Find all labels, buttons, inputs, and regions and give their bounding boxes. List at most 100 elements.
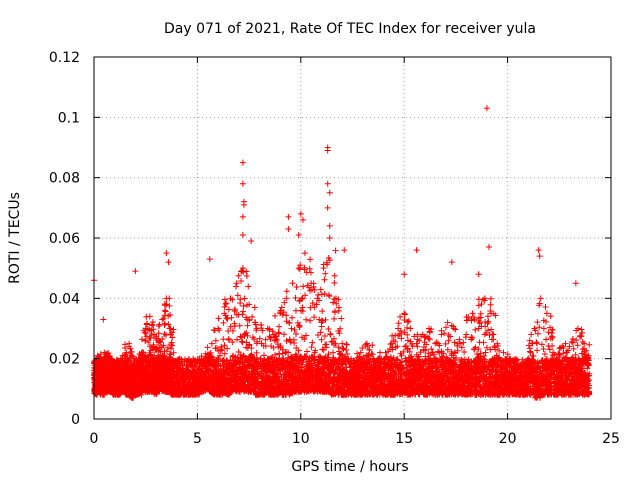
data-point bbox=[237, 299, 244, 306]
data-point bbox=[168, 345, 175, 352]
data-point bbox=[109, 385, 116, 392]
data-point bbox=[325, 291, 332, 298]
data-point bbox=[319, 308, 326, 315]
data-point bbox=[160, 356, 167, 363]
data-point bbox=[343, 341, 350, 348]
data-point bbox=[293, 331, 300, 338]
data-point bbox=[243, 273, 250, 280]
data-point bbox=[165, 344, 171, 351]
data-point bbox=[126, 392, 133, 399]
data-point bbox=[115, 391, 122, 398]
data-point bbox=[167, 331, 174, 338]
data-point bbox=[191, 364, 198, 371]
data-point bbox=[214, 356, 221, 363]
data-point bbox=[318, 336, 325, 343]
data-point bbox=[280, 331, 287, 338]
data-point bbox=[322, 270, 329, 277]
data-point bbox=[206, 356, 213, 363]
data-point bbox=[160, 315, 167, 322]
data-point bbox=[98, 382, 105, 389]
data-point bbox=[97, 379, 104, 386]
data-point bbox=[167, 373, 174, 380]
data-point bbox=[204, 385, 211, 392]
data-point bbox=[232, 283, 239, 290]
data-point bbox=[276, 323, 283, 330]
data-point bbox=[330, 315, 337, 322]
data-point bbox=[156, 321, 163, 328]
data-point bbox=[327, 331, 334, 338]
data-point bbox=[291, 326, 298, 333]
data-point bbox=[117, 387, 124, 394]
data-point bbox=[190, 374, 197, 381]
data-point bbox=[105, 355, 112, 362]
data-point bbox=[389, 332, 396, 339]
data-point bbox=[317, 286, 324, 293]
data-point bbox=[221, 296, 228, 303]
data-point bbox=[321, 276, 328, 283]
data-point bbox=[307, 256, 314, 263]
data-point bbox=[332, 247, 339, 254]
data-point bbox=[203, 379, 210, 386]
data-point bbox=[172, 390, 179, 397]
grid bbox=[94, 57, 611, 419]
data-point bbox=[215, 315, 222, 322]
data-point bbox=[199, 385, 206, 392]
data-point bbox=[122, 373, 129, 380]
data-point bbox=[150, 341, 157, 348]
data-point bbox=[139, 336, 146, 343]
data-point bbox=[159, 335, 166, 342]
data-point bbox=[161, 320, 168, 327]
data-point bbox=[308, 344, 315, 351]
data-point bbox=[293, 284, 300, 291]
data-point bbox=[210, 372, 217, 379]
data-point bbox=[155, 330, 162, 337]
data-point bbox=[289, 314, 296, 321]
data-point bbox=[309, 339, 316, 346]
data-point bbox=[319, 317, 326, 324]
data-point bbox=[149, 321, 156, 328]
data-point bbox=[166, 302, 173, 309]
data-point bbox=[179, 367, 186, 374]
data-point bbox=[147, 334, 154, 341]
data-point bbox=[243, 268, 250, 275]
data-point bbox=[225, 306, 232, 313]
data-point bbox=[210, 327, 217, 334]
data-point bbox=[184, 368, 191, 375]
data-point bbox=[143, 333, 150, 340]
data-point bbox=[208, 353, 215, 360]
data-point bbox=[170, 326, 177, 333]
data-point bbox=[288, 325, 295, 332]
data-point bbox=[122, 344, 129, 351]
data-point bbox=[135, 378, 142, 385]
data-points bbox=[91, 105, 593, 401]
data-point bbox=[145, 339, 152, 346]
data-point bbox=[205, 379, 212, 386]
data-point bbox=[196, 363, 203, 370]
data-point bbox=[241, 295, 248, 302]
data-point bbox=[240, 303, 247, 310]
data-point bbox=[228, 314, 235, 321]
data-point bbox=[160, 379, 167, 386]
data-point bbox=[114, 358, 121, 365]
data-point bbox=[307, 317, 314, 324]
data-point bbox=[212, 337, 219, 344]
data-point bbox=[260, 352, 267, 359]
data-point bbox=[113, 357, 120, 364]
data-point bbox=[162, 308, 169, 315]
data-point bbox=[222, 301, 229, 308]
data-point bbox=[159, 359, 166, 366]
data-point bbox=[127, 378, 134, 385]
data-point bbox=[218, 343, 225, 350]
data-point bbox=[148, 327, 155, 334]
data-point bbox=[161, 321, 168, 328]
data-point bbox=[130, 388, 137, 395]
data-point bbox=[303, 316, 310, 323]
data-point bbox=[206, 373, 213, 380]
data-point bbox=[369, 342, 376, 349]
data-point bbox=[220, 336, 227, 343]
data-point bbox=[209, 383, 216, 390]
data-point bbox=[173, 386, 180, 393]
data-point bbox=[325, 351, 332, 358]
data-point bbox=[168, 339, 175, 346]
data-point bbox=[218, 346, 225, 353]
